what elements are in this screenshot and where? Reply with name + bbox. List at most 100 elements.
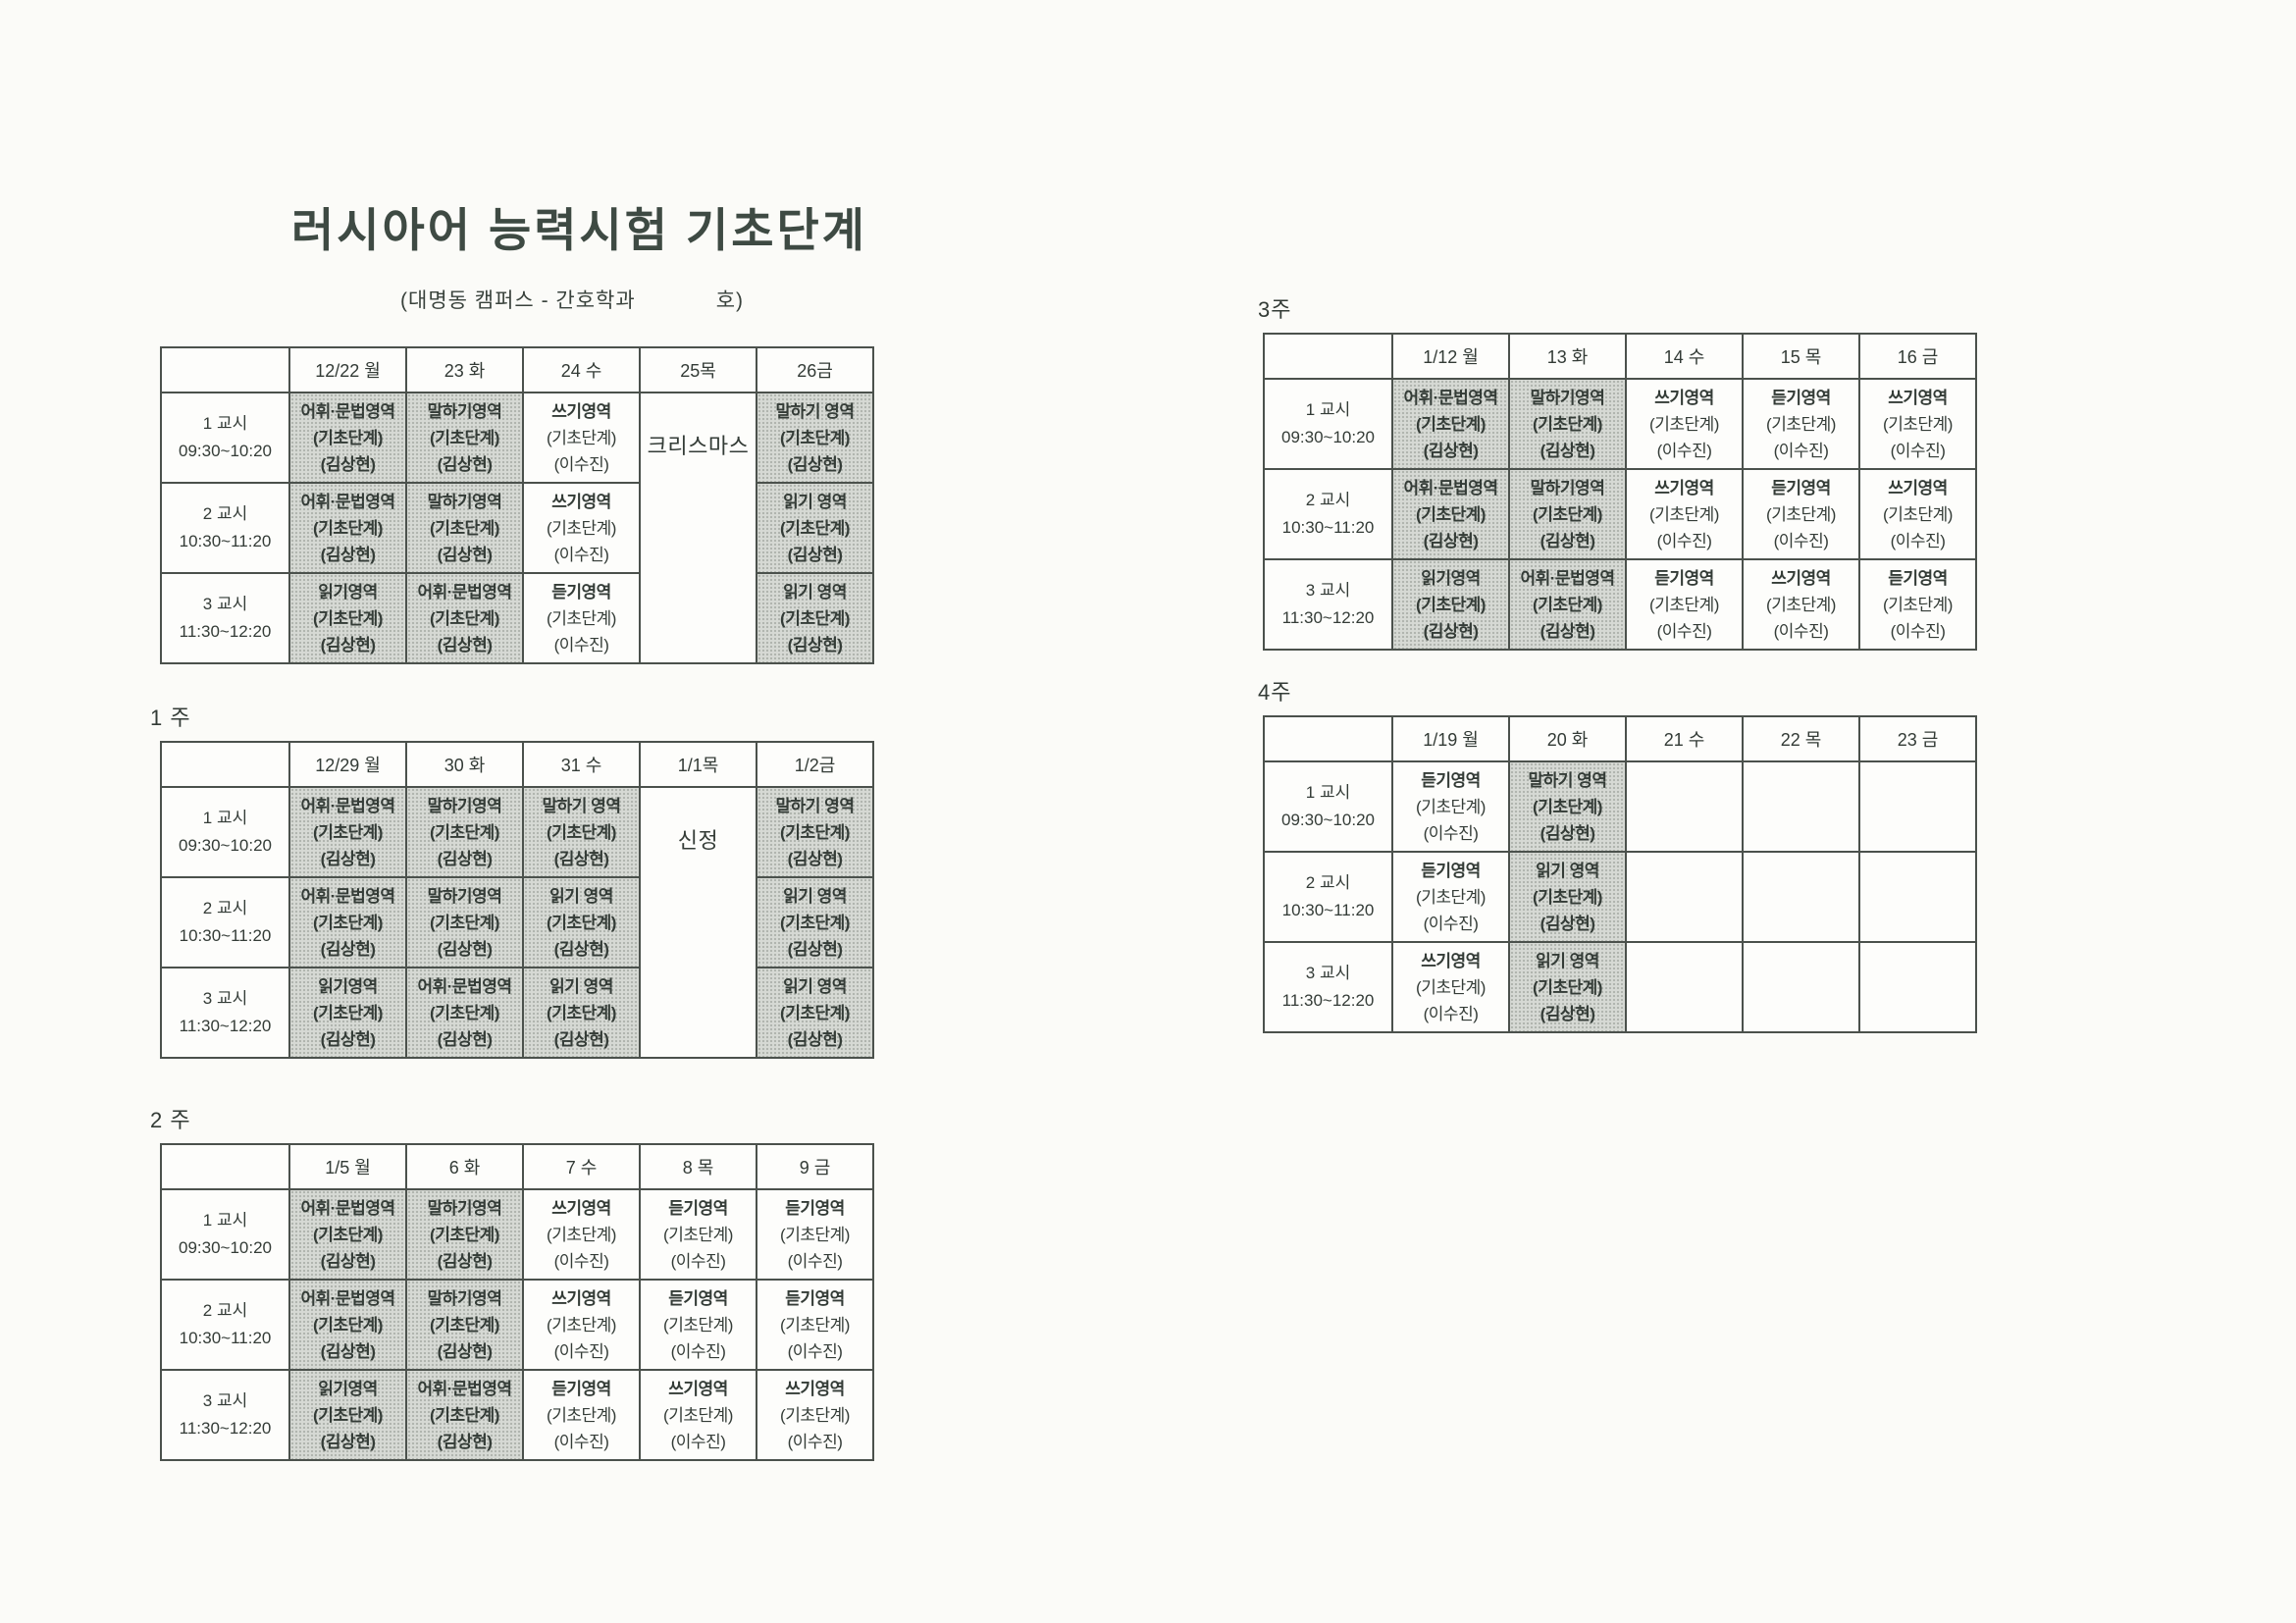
holiday-cell: 크리스마스 bbox=[639, 392, 757, 664]
period-cell: 1 교시 09:30~10:20 bbox=[1263, 378, 1393, 470]
subject-cell: 쓰기영역 (기초단계) (이수진) bbox=[756, 1369, 874, 1461]
corner-cell bbox=[1263, 333, 1393, 380]
subject-cell: 듣기영역 (기초단계) (이수진) bbox=[1625, 558, 1744, 651]
week-label: 1 주 bbox=[150, 706, 191, 730]
subject-cell: 말하기 영역 (기초단계) (김상현) bbox=[756, 392, 874, 484]
day-header-cell: 25목 bbox=[639, 346, 757, 393]
period-cell: 2 교시 10:30~11:20 bbox=[1263, 851, 1393, 943]
day-header-cell: 14 수 bbox=[1625, 333, 1744, 380]
day-header-cell: 22 목 bbox=[1742, 715, 1860, 762]
subject-cell: 말하기영역 (기초단계) (김상현) bbox=[1508, 468, 1627, 560]
subject-cell: 말하기영역 (기초단계) (김상현) bbox=[405, 1279, 524, 1371]
subject-cell: 듣기영역 (기초단계) (이수진) bbox=[522, 572, 641, 664]
subject-cell: 듣기영역 (기초단계) (이수진) bbox=[756, 1188, 874, 1281]
holiday-cell: 신정 bbox=[639, 786, 757, 1059]
subject-cell: 쓰기영역 (기초단계) (이수진) bbox=[522, 482, 641, 574]
empty-cell bbox=[1625, 941, 1744, 1033]
empty-cell bbox=[1625, 851, 1744, 943]
subject-cell: 읽기 영역 (기초단계) (김상현) bbox=[1508, 851, 1627, 943]
subject-cell: 쓰기영역 (기초단계) (이수진) bbox=[522, 1188, 641, 1281]
subject-cell: 말하기영역 (기초단계) (김상현) bbox=[1508, 378, 1627, 470]
corner-cell bbox=[160, 346, 290, 393]
day-header-cell: 13 화 bbox=[1508, 333, 1627, 380]
subject-cell: 어휘·문법영역 (기초단계) (김상현) bbox=[288, 1279, 407, 1371]
subject-cell: 어휘·문법영역 (기초단계) (김상현) bbox=[1391, 468, 1510, 560]
subject-cell: 쓰기영역 (기초단계) (이수진) bbox=[1625, 468, 1744, 560]
empty-cell bbox=[1625, 760, 1744, 853]
subject-cell: 어휘·문법영역 (기초단계) (김상현) bbox=[288, 1188, 407, 1281]
subject-cell: 읽기영역 (기초단계) (김상현) bbox=[288, 967, 407, 1059]
schedule-week-4: 4주 1/19 월 20 화 21 수 22 목 23 금 1 교시 09:30~10:20 듣… bbox=[1257, 675, 1977, 1033]
period-cell: 3 교시 11:30~12:20 bbox=[160, 572, 290, 664]
period-cell: 1 교시 09:30~10:20 bbox=[160, 392, 290, 484]
subject-cell: 듣기영역 (기초단계) (이수진) bbox=[1742, 378, 1860, 470]
subject-cell: 어휘·문법영역 (기초단계) (김상현) bbox=[288, 876, 407, 969]
subject-cell: 말하기영역 (기초단계) (김상현) bbox=[405, 876, 524, 969]
subject-cell: 말하기영역 (기초단계) (김상현) bbox=[405, 482, 524, 574]
subject-cell: 어휘·문법영역 (기초단계) (김상현) bbox=[1391, 378, 1510, 470]
subject-cell: 어휘·문법영역 (기초단계) (김상현) bbox=[405, 1369, 524, 1461]
schedule-week-dec22: 12/22 월 23 화 24 수 25목 26금 1 교시 09:30~10:20 어휘·문… bbox=[160, 346, 874, 664]
day-header-cell: 8 목 bbox=[639, 1143, 757, 1190]
period-cell: 3 교시 11:30~12:20 bbox=[160, 967, 290, 1059]
empty-cell bbox=[1742, 851, 1860, 943]
period-cell: 2 교시 10:30~11:20 bbox=[1263, 468, 1393, 560]
subject-cell: 쓰기영역 (기초단계) (이수진) bbox=[522, 392, 641, 484]
subject-cell: 읽기영역 (기초단계) (김상현) bbox=[288, 1369, 407, 1461]
subject-cell: 말하기영역 (기초단계) (김상현) bbox=[405, 392, 524, 484]
day-header-cell: 12/22 월 bbox=[288, 346, 407, 393]
day-header-cell: 23 금 bbox=[1858, 715, 1977, 762]
day-header-cell: 9 금 bbox=[756, 1143, 874, 1190]
subject-cell: 듣기영역 (기초단계) (이수진) bbox=[522, 1369, 641, 1461]
subject-cell: 읽기영역 (기초단계) (김상현) bbox=[1391, 558, 1510, 651]
empty-cell bbox=[1858, 851, 1977, 943]
empty-cell bbox=[1858, 760, 1977, 853]
subject-cell: 듣기영역 (기초단계) (이수진) bbox=[1742, 468, 1860, 560]
period-cell: 2 교시 10:30~11:20 bbox=[160, 876, 290, 969]
subject-cell: 어휘·문법영역 (기초단계) (김상현) bbox=[288, 392, 407, 484]
subject-cell: 읽기 영역 (기초단계) (김상현) bbox=[756, 967, 874, 1059]
subject-cell: 쓰기영역 (기초단계) (이수진) bbox=[1742, 558, 1860, 651]
subject-cell: 듣기영역 (기초단계) (이수진) bbox=[639, 1279, 757, 1371]
empty-cell bbox=[1858, 941, 1977, 1033]
page-title: 러시아어 능력시험 기초단계 bbox=[291, 204, 867, 256]
subject-cell: 읽기 영역 (기초단계) (김상현) bbox=[756, 572, 874, 664]
subject-cell: 쓰기영역 (기초단계) (이수진) bbox=[1625, 378, 1744, 470]
corner-cell bbox=[1263, 715, 1393, 762]
period-cell: 2 교시 10:30~11:20 bbox=[160, 1279, 290, 1371]
day-header-cell: 26금 bbox=[756, 346, 874, 393]
subject-cell: 말하기영역 (기초단계) (김상현) bbox=[405, 1188, 524, 1281]
subject-cell: 어휘·문법영역 (기초단계) (김상현) bbox=[405, 572, 524, 664]
subject-cell: 말하기영역 (기초단계) (김상현) bbox=[405, 786, 524, 878]
day-header-cell: 30 화 bbox=[405, 741, 524, 788]
subject-cell: 쓰기영역 (기초단계) (이수진) bbox=[522, 1279, 641, 1371]
schedule-week-1: 1 주 12/29 월 30 화 31 수 1/1목 1/2금 1 교시 09:30~10:2… bbox=[149, 701, 874, 1059]
day-header-cell: 24 수 bbox=[522, 346, 641, 393]
period-cell: 1 교시 09:30~10:20 bbox=[160, 1188, 290, 1281]
subject-cell: 말하기 영역 (기초단계) (김상현) bbox=[1508, 760, 1627, 853]
period-cell: 3 교시 11:30~12:20 bbox=[1263, 941, 1393, 1033]
day-header-cell: 7 수 bbox=[522, 1143, 641, 1190]
empty-cell bbox=[1742, 941, 1860, 1033]
subject-cell: 읽기 영역 (기초단계) (김상현) bbox=[1508, 941, 1627, 1033]
subject-cell: 어휘·문법영역 (기초단계) (김상현) bbox=[1508, 558, 1627, 651]
subject-cell: 듣기영역 (기초단계) (이수진) bbox=[639, 1188, 757, 1281]
subject-cell: 읽기 영역 (기초단계) (김상현) bbox=[756, 876, 874, 969]
period-cell: 3 교시 11:30~12:20 bbox=[160, 1369, 290, 1461]
subject-cell: 어휘·문법영역 (기초단계) (김상현) bbox=[288, 482, 407, 574]
day-header-cell: 15 목 bbox=[1742, 333, 1860, 380]
subject-cell: 듣기영역 (기초단계) (이수진) bbox=[1391, 760, 1510, 853]
day-header-cell: 1/2금 bbox=[756, 741, 874, 788]
day-header-cell: 31 수 bbox=[522, 741, 641, 788]
subject-cell: 어휘·문법영역 (기초단계) (김상현) bbox=[405, 967, 524, 1059]
day-header-cell: 23 화 bbox=[405, 346, 524, 393]
day-header-cell: 6 화 bbox=[405, 1143, 524, 1190]
day-header-cell: 1/19 월 bbox=[1391, 715, 1510, 762]
day-header-cell: 1/12 월 bbox=[1391, 333, 1510, 380]
subject-cell: 쓰기영역 (기초단계) (이수진) bbox=[1858, 378, 1977, 470]
schedule-table: 12/22 월 23 화 24 수 25목 26금 1 교시 09:30~10:20 어휘·문… bbox=[160, 346, 874, 664]
day-header-cell: 1/5 월 bbox=[288, 1143, 407, 1190]
